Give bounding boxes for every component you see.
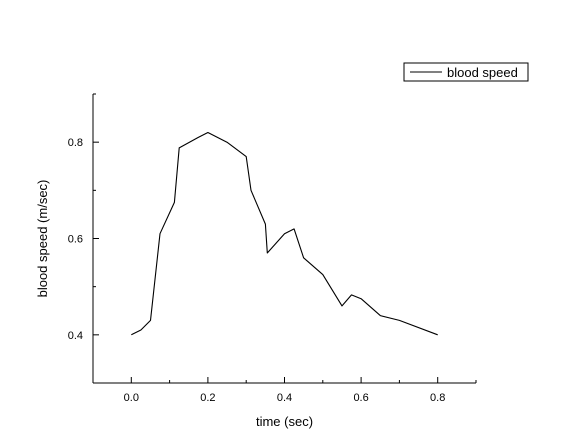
legend-label: blood speed xyxy=(447,65,518,80)
y-axis-title: blood speed (m/sec) xyxy=(35,180,50,298)
axes: 0.0 0.2 0.4 0.6 0.8 0.4 0.6 0.8 xyxy=(68,93,477,404)
x-tick-label: 0.2 xyxy=(200,392,215,404)
series-line xyxy=(131,131,438,336)
series-layer xyxy=(131,131,438,336)
x-tick-label: 0.4 xyxy=(277,392,292,404)
y-tick-label: 0.8 xyxy=(68,137,83,149)
x-axis-title: time (sec) xyxy=(256,414,313,429)
legend: blood speed xyxy=(403,62,529,82)
legend-box xyxy=(403,62,529,82)
x-tick-label: 0.6 xyxy=(353,392,368,404)
y-ticks: 0.4 0.6 0.8 xyxy=(68,93,99,384)
x-tick-label: 0.0 xyxy=(124,392,139,404)
y-tick-label: 0.4 xyxy=(68,330,83,342)
x-ticks: 0.0 0.2 0.4 0.6 0.8 xyxy=(92,377,477,404)
x-tick-label: 0.8 xyxy=(430,392,445,404)
y-tick-label: 0.6 xyxy=(68,234,83,246)
